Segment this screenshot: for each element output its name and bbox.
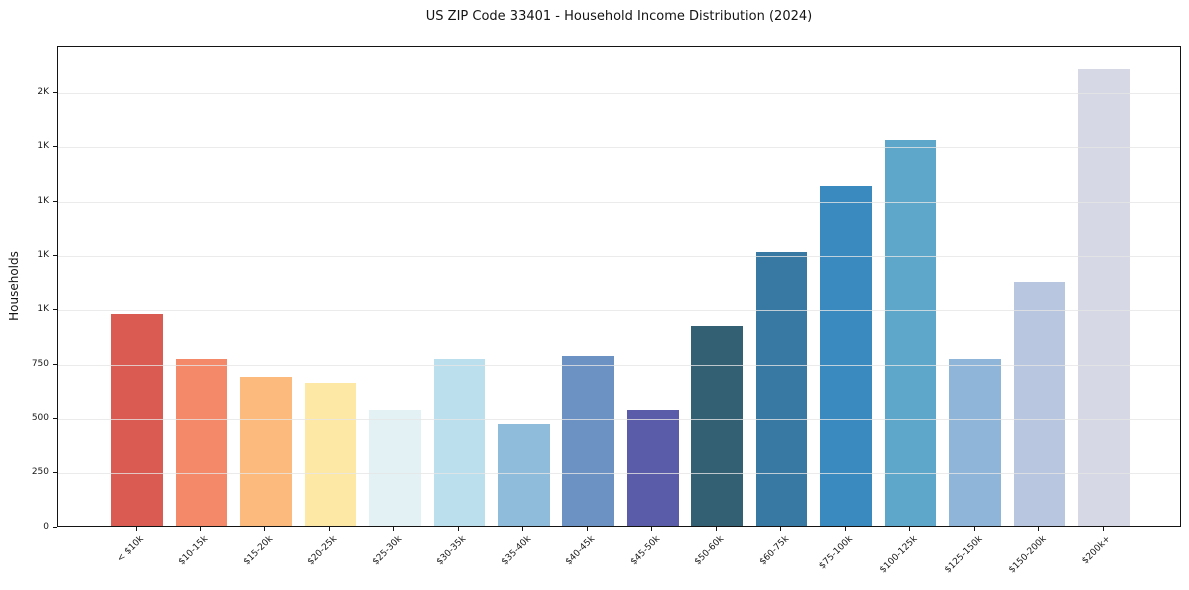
y-tick-label: 1K xyxy=(37,304,49,315)
x-tick-mark xyxy=(135,527,137,531)
y-tick-mark xyxy=(53,472,57,474)
y-tick-mark xyxy=(53,92,57,94)
x-tick-mark xyxy=(522,527,524,531)
y-tick-mark xyxy=(53,200,57,202)
gridline xyxy=(58,147,1180,149)
bar-11 xyxy=(820,185,872,526)
x-tick-label: $60-75k xyxy=(757,534,791,568)
y-tick-mark xyxy=(53,309,57,311)
gridline xyxy=(58,364,1180,366)
y-tick-mark xyxy=(53,417,57,419)
x-tick-mark xyxy=(393,527,395,531)
x-tick-mark xyxy=(1038,527,1040,531)
x-tick-label: $40-45k xyxy=(564,534,598,568)
x-tick-label: $75-100k xyxy=(817,534,856,572)
x-tick-label: $125-150k xyxy=(942,534,985,576)
x-tick-label: $45-50k xyxy=(628,534,662,568)
y-tick-mark xyxy=(53,526,57,528)
gridline xyxy=(58,473,1180,475)
bar-12 xyxy=(884,140,937,526)
y-tick-label: 500 xyxy=(31,412,49,423)
bar-14 xyxy=(1013,281,1066,526)
x-tick-label: $150-200k xyxy=(1007,534,1049,576)
x-tick-mark xyxy=(715,527,717,531)
y-tick-label: 2K xyxy=(37,87,49,98)
bar-7 xyxy=(562,356,615,526)
gridline xyxy=(58,418,1180,420)
x-tick-label: $50-60k xyxy=(692,534,727,568)
bar-15 xyxy=(1078,68,1130,526)
x-tick-mark xyxy=(328,527,330,531)
plot-area xyxy=(57,46,1181,527)
x-tick-mark xyxy=(199,527,201,531)
bar-0 xyxy=(111,314,163,526)
bar-1 xyxy=(175,359,228,526)
bar-10 xyxy=(755,252,808,526)
gridline xyxy=(58,256,1180,258)
bar-9 xyxy=(691,326,744,526)
bar-3 xyxy=(304,383,357,526)
x-tick-mark xyxy=(264,527,266,531)
x-tick-mark xyxy=(780,527,782,531)
x-tick-label: $20-25k xyxy=(306,534,340,568)
x-tick-mark xyxy=(586,527,588,531)
x-tick-mark xyxy=(973,527,975,531)
x-tick-label: $200k+ xyxy=(1080,534,1114,567)
bar-6 xyxy=(498,423,550,526)
y-tick-label: 750 xyxy=(31,358,49,369)
x-tick-label: $25-30k xyxy=(370,534,404,568)
bar-4 xyxy=(369,410,421,526)
x-tick-mark xyxy=(457,527,459,531)
x-tick-label: < $10k xyxy=(115,534,147,565)
y-tick-mark xyxy=(53,146,57,148)
x-tick-label: $15-20k xyxy=(241,534,276,568)
bar-5 xyxy=(433,358,486,526)
gridline xyxy=(58,93,1180,95)
chart-title: US ZIP Code 33401 - Household Income Dis… xyxy=(425,9,813,24)
y-tick-label: 1K xyxy=(37,250,49,261)
y-tick-label: 250 xyxy=(31,467,49,478)
gridline xyxy=(58,201,1180,203)
x-tick-mark xyxy=(1102,527,1104,531)
x-tick-mark xyxy=(651,527,653,531)
y-tick-mark xyxy=(53,255,57,257)
x-tick-label: $10-15k xyxy=(177,534,211,568)
bar-2 xyxy=(240,377,292,526)
y-tick-label: 1K xyxy=(37,195,49,206)
x-tick-mark xyxy=(844,527,846,531)
y-tick-mark xyxy=(53,363,57,365)
x-tick-label: $35-40k xyxy=(499,534,533,568)
y-tick-label: 0 xyxy=(43,521,49,532)
x-tick-mark xyxy=(909,527,911,531)
bar-13 xyxy=(949,359,1001,526)
x-tick-label: $100-125k xyxy=(878,534,920,576)
bar-8 xyxy=(626,410,679,526)
x-tick-label: $30-35k xyxy=(435,534,469,568)
y-tick-label: 1K xyxy=(37,141,49,152)
gridline xyxy=(58,310,1180,312)
